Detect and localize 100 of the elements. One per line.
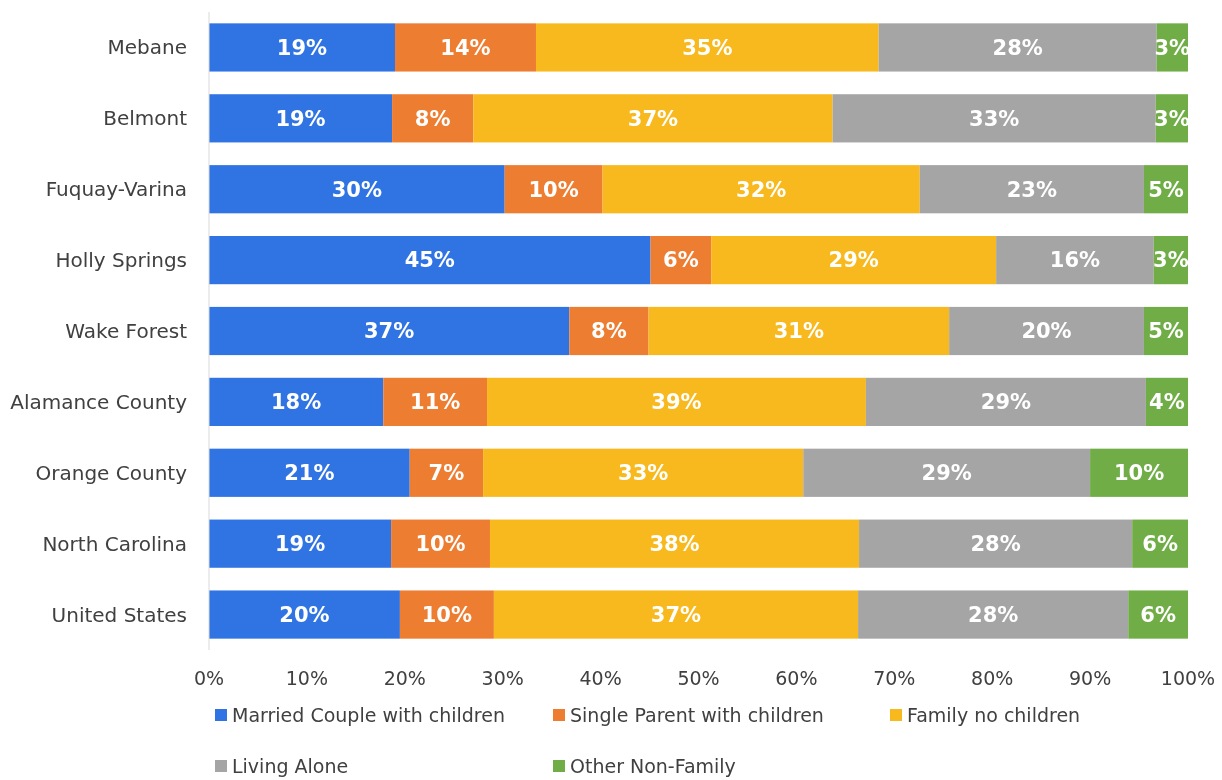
bar [859, 519, 1133, 568]
x-tick-label: 80% [971, 667, 1014, 689]
bar [535, 23, 879, 72]
bar [473, 94, 833, 143]
y-tick-label: United States [51, 602, 187, 627]
bar [1090, 448, 1188, 497]
data-label: 11% [410, 390, 461, 415]
bar [865, 377, 1146, 426]
bar [504, 165, 603, 214]
data-label: 31% [773, 319, 824, 344]
data-label: 7% [428, 461, 465, 486]
data-label: 19% [275, 106, 326, 131]
bar [391, 519, 490, 568]
bar [209, 519, 392, 568]
y-tick-label: Belmont [103, 106, 188, 131]
legend-label: Other Non-Family [570, 754, 736, 777]
bar [409, 448, 484, 497]
bar [483, 448, 804, 497]
data-label: 10% [421, 602, 473, 627]
data-label: 29% [828, 248, 879, 273]
bar [1128, 590, 1188, 639]
bar [569, 306, 649, 356]
bar [395, 23, 536, 72]
data-label: 5% [1148, 177, 1184, 202]
x-tick-label: 60% [775, 667, 818, 689]
data-label: 3% [1154, 35, 1191, 60]
bar [209, 23, 396, 72]
bar [209, 590, 400, 639]
legend-label: Single Parent with children [570, 703, 824, 726]
y-tick-label: Orange County [35, 460, 188, 485]
x-tick-label: 10% [285, 667, 329, 689]
data-label: 6% [1140, 602, 1176, 627]
y-tick-label: Holly Springs [55, 248, 187, 273]
bar [209, 377, 384, 426]
bar [209, 306, 570, 356]
data-label: 10% [415, 532, 466, 557]
bar [209, 94, 393, 143]
x-tick-label: 40% [579, 667, 622, 689]
data-label: 38% [649, 532, 700, 557]
data-label: 5% [1148, 319, 1184, 344]
y-tick-label: Wake Forest [65, 319, 188, 343]
data-label: 10% [528, 177, 579, 202]
data-label: 45% [404, 248, 455, 273]
data-label: 3% [1153, 248, 1189, 273]
data-label: 14% [440, 35, 491, 60]
data-label: 19% [276, 35, 328, 60]
data-label: 8% [414, 106, 451, 131]
x-tick-label: 90% [1068, 667, 1112, 689]
legend-label: Living Alone [232, 754, 349, 777]
data-label: 21% [284, 461, 335, 486]
bar [489, 519, 860, 568]
bar [392, 94, 474, 143]
bar [711, 236, 997, 285]
y-tick-label: Alamance County [10, 389, 188, 414]
data-label: 8% [591, 319, 627, 344]
bar [209, 236, 651, 285]
data-label: 4% [1149, 390, 1185, 415]
y-tick-label: Mebane [107, 35, 187, 60]
data-label: 33% [969, 106, 1020, 131]
bar [399, 590, 494, 639]
data-label: 32% [736, 177, 787, 202]
data-label: 33% [618, 461, 669, 486]
legend-label: Family no children [907, 703, 1081, 726]
bar [803, 448, 1091, 497]
bar [919, 165, 1144, 214]
bar [383, 377, 488, 426]
data-label: 30% [331, 177, 382, 202]
x-tick-label: 50% [677, 667, 720, 689]
bar [878, 23, 1157, 72]
data-label: 29% [980, 390, 1032, 415]
data-label: 28% [970, 532, 1021, 557]
x-tick-label: 100% [1160, 667, 1216, 689]
x-tick-label: 0% [193, 667, 225, 689]
bar [648, 306, 950, 356]
data-label: 3% [1154, 106, 1190, 131]
x-tick-label: 20% [383, 667, 426, 689]
bar [487, 377, 866, 426]
bar [493, 590, 859, 639]
data-label: 10% [1113, 461, 1165, 486]
bar [996, 236, 1154, 285]
bar [858, 590, 1129, 639]
data-label: 18% [271, 390, 322, 415]
data-label: 20% [279, 602, 330, 627]
data-label: 37% [627, 106, 679, 131]
data-label: 35% [682, 35, 733, 60]
data-label: 29% [921, 461, 972, 486]
data-label: 6% [1142, 532, 1178, 557]
bar [209, 165, 505, 214]
data-label: 37% [364, 319, 415, 344]
data-label: 28% [992, 35, 1043, 60]
data-label: 37% [650, 602, 702, 627]
x-tick-label: 70% [873, 667, 916, 689]
data-label: 16% [1049, 248, 1101, 273]
bar [949, 306, 1144, 356]
data-label: 23% [1006, 177, 1057, 202]
y-tick-label: Fuquay-Varina [45, 177, 187, 202]
data-label: 19% [274, 532, 326, 557]
data-label: 28% [968, 602, 1019, 627]
bar [602, 165, 920, 214]
data-label: 20% [1021, 319, 1072, 344]
